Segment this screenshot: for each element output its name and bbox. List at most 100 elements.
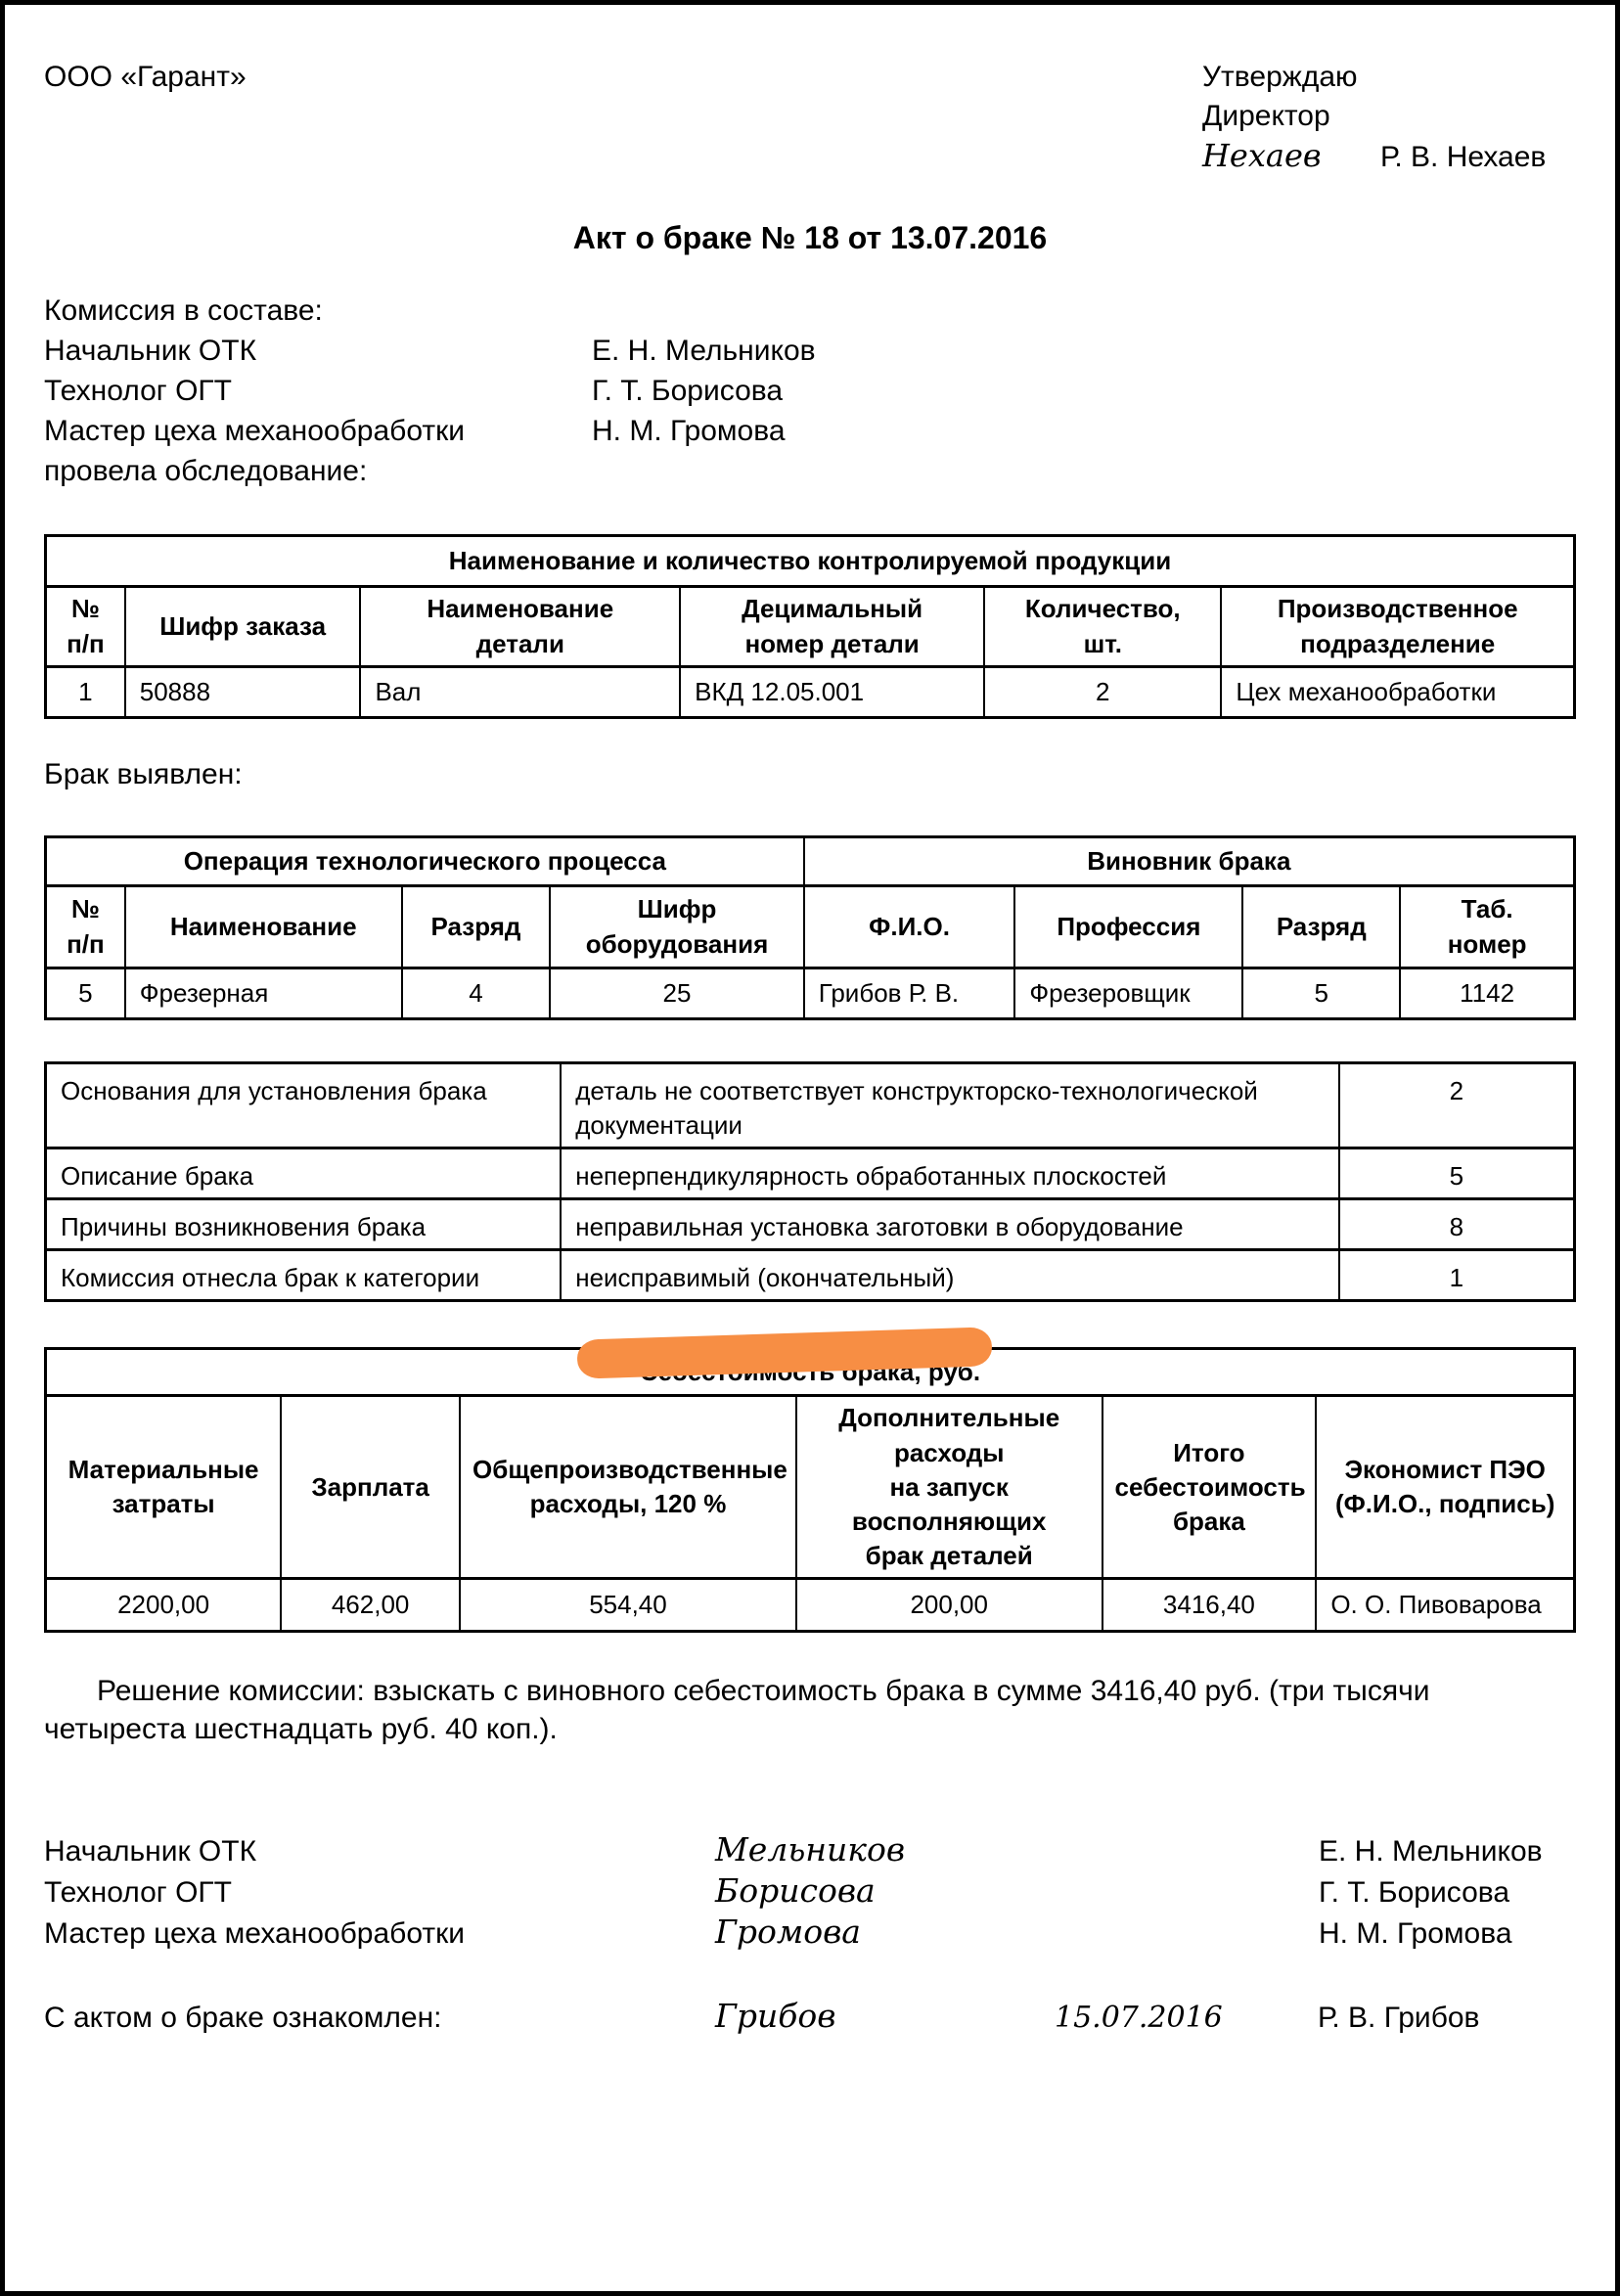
group-header: Виновник брака bbox=[802, 835, 1576, 887]
commission-outro: провела обследование: bbox=[44, 455, 368, 487]
row-value: неправильная установка заготовки в обору… bbox=[560, 1197, 1340, 1252]
signer-role: Начальник ОТК bbox=[44, 1834, 257, 1868]
member-role: Технолог ОГТ bbox=[44, 375, 232, 407]
table-cell: 5 bbox=[1241, 967, 1402, 1020]
column-header: Профессия bbox=[1013, 884, 1244, 969]
products-table-title: Наименование и количество контролируемой… bbox=[44, 534, 1576, 588]
table-cell: 50888 bbox=[123, 665, 362, 719]
director-position-label: Директор bbox=[1202, 100, 1330, 132]
row-label: Комиссия отнесла брак к категории bbox=[44, 1248, 562, 1303]
column-header: Децимальный номер детали bbox=[679, 585, 986, 668]
approval-stamp-label: Утверждаю bbox=[1202, 61, 1358, 93]
column-header: № п/п bbox=[44, 884, 126, 969]
signature-script: Борисова bbox=[715, 1870, 876, 1910]
row-value: неперпендикулярность обработанных плоско… bbox=[560, 1147, 1340, 1201]
acknowledgement-date: 15.07.2016 bbox=[1055, 2000, 1223, 2035]
signature-script: Мельников bbox=[715, 1829, 906, 1868]
document-header: ООО «Гарант» Утверждаю Директор Нехаев Р… bbox=[44, 58, 1576, 177]
table-cell: 5 bbox=[44, 967, 126, 1020]
table-cell: Фрезерная bbox=[123, 967, 403, 1020]
table-row: 2200,00 462,00 554,40 200,00 3416,40 О. … bbox=[44, 1576, 1576, 1633]
commission-block: Комиссия в составе: Начальник ОТК Е. Н. … bbox=[44, 291, 1576, 491]
row-code: 8 bbox=[1337, 1197, 1576, 1252]
column-header: Разряд bbox=[400, 884, 552, 969]
table-cell: Вал bbox=[359, 665, 682, 719]
signer-name: Г. Т. Борисова bbox=[1319, 1875, 1510, 1909]
acknowledgement-signature: Грибов bbox=[715, 1996, 836, 2035]
signer-role: Технолог ОГТ bbox=[44, 1875, 232, 1909]
director-name: Р. В. Нехаев bbox=[1380, 141, 1547, 173]
row-label: Причины возникновения брака bbox=[44, 1197, 562, 1252]
column-header: Общепроизводственные расходы, 120 % bbox=[459, 1394, 797, 1580]
table-cell: 200,00 bbox=[794, 1576, 1103, 1633]
column-header: Дополнительные расходы на запуск восполн… bbox=[794, 1394, 1103, 1580]
table-cell: Цех механообработки bbox=[1220, 665, 1576, 719]
column-header: Наименование детали bbox=[359, 585, 682, 668]
row-value: деталь не соответствует конструкторско-т… bbox=[560, 1060, 1340, 1150]
signature-row: Начальник ОТК Мельников Е. Н. Мельников bbox=[44, 1830, 1576, 1871]
column-header: Зарплата bbox=[280, 1394, 462, 1580]
signatures-block: Начальник ОТК Мельников Е. Н. Мельников … bbox=[44, 1830, 1576, 2038]
row-label: Описание брака bbox=[44, 1147, 562, 1201]
column-header: Шифр оборудования bbox=[549, 884, 805, 969]
signer-name: Е. Н. Мельников bbox=[1319, 1834, 1543, 1868]
cost-table: Себестоимость брака, руб. Материальные з… bbox=[44, 1347, 1576, 1633]
table-cell: 462,00 bbox=[280, 1576, 462, 1633]
column-header: Производственное подразделение bbox=[1220, 585, 1576, 668]
table-row: Причины возникновения брака неправильная… bbox=[44, 1197, 1576, 1252]
row-code: 5 bbox=[1337, 1147, 1576, 1201]
acknowledgement-name: Р. В. Грибов bbox=[1318, 2001, 1480, 2034]
table-row: Описание брака неперпендикулярность обра… bbox=[44, 1147, 1576, 1201]
table-cell: Грибов Р. В. bbox=[802, 967, 1016, 1020]
table-cell: 1142 bbox=[1399, 967, 1576, 1020]
operation-table: Операция технологического процесса Винов… bbox=[44, 835, 1576, 1020]
table-cell: 554,40 bbox=[459, 1576, 797, 1633]
commission-member-row: Начальник ОТК Е. Н. Мельников bbox=[44, 331, 1576, 371]
member-name: Н. М. Громова bbox=[592, 415, 786, 447]
row-label: Основания для установления брака bbox=[44, 1060, 562, 1150]
page-title: Акт о браке № 18 от 13.07.2016 bbox=[572, 220, 1048, 255]
details-table: Основания для установления брака деталь … bbox=[44, 1060, 1576, 1303]
column-header: Материальные затраты bbox=[44, 1394, 283, 1580]
decision-paragraph: Решение комиссии: взыскать с виновного с… bbox=[44, 1674, 1430, 1745]
member-role: Мастер цеха механообработки bbox=[44, 415, 465, 447]
column-header: Количество, шт. bbox=[983, 585, 1223, 668]
company-name: ООО «Гарант» bbox=[44, 61, 247, 93]
member-name: Е. Н. Мельников bbox=[592, 335, 816, 367]
column-header: Таб. номер bbox=[1399, 884, 1576, 969]
acknowledgement-label: С актом о браке ознакомлен: bbox=[44, 2001, 442, 2034]
table-row: Основания для установления брака деталь … bbox=[44, 1060, 1576, 1150]
signature-row: Технолог ОГТ Борисова Г. Т. Борисова bbox=[44, 1871, 1576, 1913]
director-signature: Нехаев bbox=[1202, 137, 1322, 174]
table-row: Комиссия отнесла брак к категории неиспр… bbox=[44, 1248, 1576, 1303]
table-row: 1 50888 Вал ВКД 12.05.001 2 Цех механооб… bbox=[44, 665, 1576, 719]
defect-found-label: Брак выявлен: bbox=[44, 758, 243, 790]
signer-role: Мастер цеха механообработки bbox=[44, 1916, 465, 1950]
signature-row: Мастер цеха механообработки Громова Н. М… bbox=[44, 1913, 1576, 1954]
signer-name: Н. М. Громова bbox=[1319, 1916, 1512, 1950]
approval-block: Утверждаю Директор Нехаев Р. В. Нехаев bbox=[1202, 58, 1576, 177]
table-cell: 4 bbox=[400, 967, 552, 1020]
column-header: Экономист ПЭО (Ф.И.О., подпись) bbox=[1315, 1394, 1576, 1580]
table-cell: Фрезеровщик bbox=[1013, 967, 1244, 1020]
table-cell: 3416,40 bbox=[1101, 1576, 1318, 1633]
commission-member-row: Мастер цеха механообработки Н. М. Громов… bbox=[44, 411, 1576, 451]
acknowledgement-row: С актом о браке ознакомлен: Грибов 15.07… bbox=[44, 1997, 1576, 2038]
column-header: Разряд bbox=[1241, 884, 1402, 969]
row-code: 1 bbox=[1337, 1248, 1576, 1303]
signature-script: Громова bbox=[715, 1912, 861, 1951]
table-row: 5 Фрезерная 4 25 Грибов Р. В. Фрезеровщи… bbox=[44, 967, 1576, 1020]
column-header: Итого себестоимость брака bbox=[1101, 1394, 1318, 1580]
director-signature-row: Нехаев Р. В. Нехаев bbox=[1202, 136, 1576, 177]
table-cell: 2200,00 bbox=[44, 1576, 283, 1633]
products-table: Наименование и количество контролируемой… bbox=[44, 534, 1576, 719]
member-name: Г. Т. Борисова bbox=[592, 375, 784, 407]
table-cell: О. О. Пивоварова bbox=[1315, 1576, 1576, 1633]
commission-intro: Комиссия в составе: bbox=[44, 294, 323, 327]
table-cell: 1 bbox=[44, 665, 126, 719]
group-header: Операция технологического процесса bbox=[44, 835, 805, 887]
column-header: Шифр заказа bbox=[123, 585, 362, 668]
row-value: неисправимый (окончательный) bbox=[560, 1248, 1340, 1303]
table-cell: ВКД 12.05.001 bbox=[679, 665, 986, 719]
